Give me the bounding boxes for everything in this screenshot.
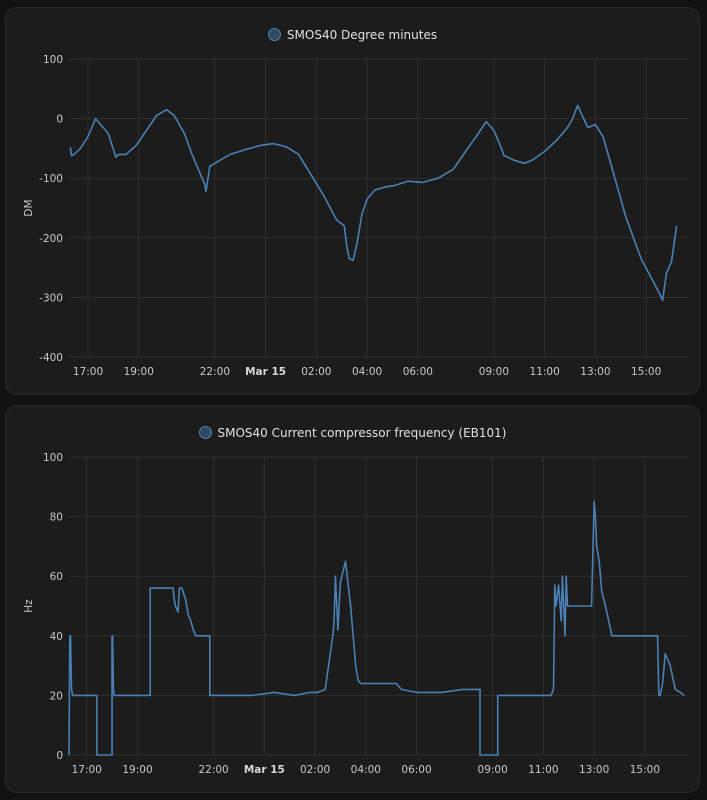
y-tick-label: 100 [43, 54, 63, 66]
x-tick-label: 09:00 [478, 764, 508, 776]
x-tick-label: 22:00 [200, 366, 230, 378]
y-tick-label: 100 [43, 452, 63, 464]
x-tick-label: 22:00 [198, 764, 228, 776]
x-tick-label: 17:00 [72, 764, 102, 776]
y-tick-label: 0 [56, 114, 63, 126]
y-tick-label: 20 [50, 690, 63, 702]
x-tick-label: 13:00 [579, 764, 609, 776]
x-tick-label: 06:00 [401, 764, 431, 776]
compressor-frequency-plot[interactable]: 100 80 60 40 20 0 17:00 19:00 22:00 Mar 15 02:00 04… [6, 406, 701, 794]
y-tick-label: -400 [39, 352, 63, 364]
compressor-frequency-chart-card: SMOS40 Current compressor frequency (EB1… [5, 405, 700, 793]
x-tick-label: 02:00 [300, 764, 330, 776]
x-tick-label: 09:00 [479, 366, 509, 378]
x-tick-label: 19:00 [122, 764, 152, 776]
x-tick-label: Mar 15 [245, 366, 286, 378]
series-line[interactable] [70, 106, 676, 301]
x-tick-label: 02:00 [301, 366, 331, 378]
x-tick-label: 15:00 [630, 764, 660, 776]
degree-minutes-plot[interactable]: 100 0 -100 -200 -300 -400 17:00 19:00 22:00 Mar 1… [6, 8, 701, 396]
x-tick-label: 17:00 [73, 366, 103, 378]
y-tick-label: 40 [50, 631, 63, 643]
y-tick-label: -300 [39, 292, 63, 304]
x-tick-label: 13:00 [580, 366, 610, 378]
y-tick-label: 60 [50, 571, 63, 583]
degree-minutes-chart-card: SMOS40 Degree minutes 100 0 -100 -200 -300 -4… [5, 7, 700, 395]
x-tick-label: 15:00 [631, 366, 661, 378]
x-tick-label: 06:00 [403, 366, 433, 378]
y-axis-label: DM [23, 199, 35, 216]
series-line[interactable] [69, 502, 684, 755]
x-tick-label: 04:00 [352, 366, 382, 378]
y-tick-label: -200 [39, 233, 63, 245]
y-axis-label: Hz [23, 599, 35, 613]
x-tick-label: 11:00 [528, 764, 558, 776]
y-tick-label: 80 [50, 512, 63, 524]
x-tick-label: 19:00 [124, 366, 154, 378]
x-tick-label: 11:00 [530, 366, 560, 378]
y-tick-label: -100 [39, 173, 63, 185]
y-tick-label: 0 [56, 750, 63, 762]
x-tick-label: 04:00 [351, 764, 381, 776]
x-tick-label: Mar 15 [244, 764, 285, 776]
